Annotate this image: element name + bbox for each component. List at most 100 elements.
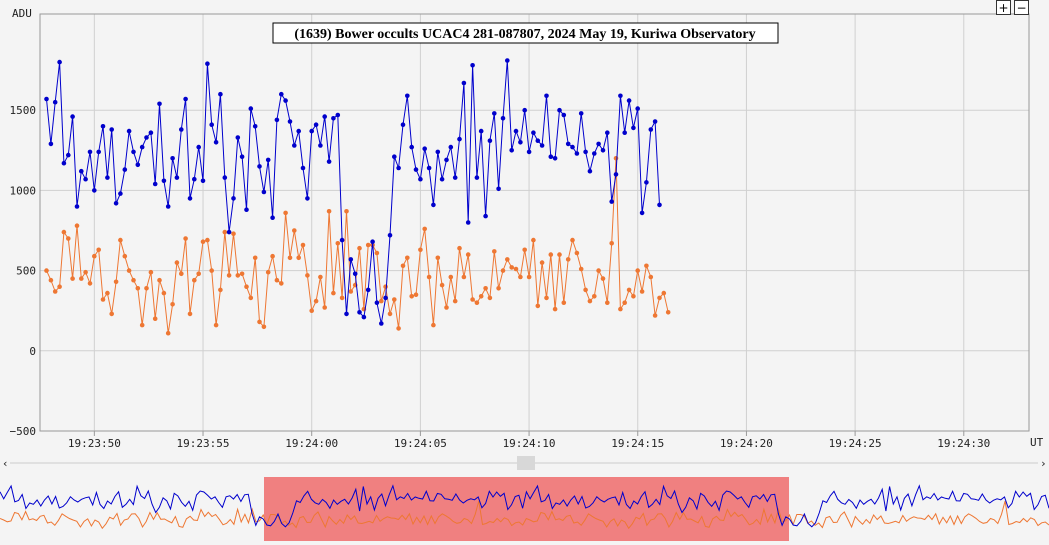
target-data-point	[539, 143, 545, 148]
comparison-data-point	[179, 271, 184, 277]
zoom-out-button[interactable]: −	[1014, 0, 1029, 15]
comparison-data-point	[92, 253, 97, 259]
comparison-data-point	[461, 274, 467, 280]
range-navigator[interactable]	[0, 477, 1049, 541]
target-data-point	[118, 191, 123, 196]
target-data-point	[183, 96, 188, 102]
comparison-data-point	[600, 276, 606, 281]
x-tick-label: 19:24:20	[720, 437, 773, 450]
target-data-point	[318, 143, 323, 148]
comparison-data-point	[500, 268, 506, 273]
comparison-data-point	[409, 294, 415, 299]
target-data-point	[148, 130, 154, 135]
target-data-point	[279, 91, 284, 97]
target-data-point	[487, 138, 493, 143]
axis-labels: −500 0 500 1000 1500 19:23:50 19:23:55 19:24:00…	[10, 104, 991, 450]
comparison-data-point	[105, 290, 110, 296]
target-data-point	[518, 140, 523, 145]
comparison-data-point	[518, 274, 523, 280]
target-data-point	[418, 176, 423, 182]
navigator-selection-window[interactable]	[264, 477, 789, 541]
target-data-point	[513, 128, 519, 134]
comparison-data-point	[439, 282, 445, 288]
target-data-point	[578, 111, 584, 116]
comparison-data-point	[300, 242, 306, 248]
comparison-data-point	[213, 322, 219, 328]
target-data-point	[535, 138, 541, 143]
target-data-point	[435, 149, 441, 155]
comparison-data-point	[239, 271, 245, 277]
chart-title-box: (1639) Bower occults UCAC4 281-087807, 2…	[272, 22, 779, 44]
target-data-point	[344, 311, 349, 317]
comparison-data-point	[326, 209, 332, 214]
target-data-point	[83, 176, 88, 182]
comparison-data-point	[613, 156, 619, 161]
x-tick-label: 19:24:00	[285, 437, 338, 450]
comparison-data-point	[383, 284, 388, 290]
comparison-data-point	[492, 249, 497, 254]
comparison-data-point	[122, 253, 128, 259]
target-data-point	[222, 175, 228, 180]
target-data-point	[274, 117, 280, 123]
target-data-point	[174, 175, 180, 180]
x-tick-label: 19:23:50	[68, 437, 121, 450]
target-data-point	[531, 130, 536, 135]
comparison-data-point	[496, 286, 501, 291]
comparison-data-point	[118, 237, 123, 243]
target-data-point	[626, 98, 632, 103]
grid-lines	[40, 14, 1029, 436]
target-data-point	[374, 300, 380, 306]
target-data-point	[605, 130, 610, 135]
target-data-point	[396, 165, 401, 171]
comparison-data-point	[192, 277, 197, 283]
comparison-data-point	[609, 241, 614, 246]
target-data-point	[305, 196, 310, 201]
target-data-point	[352, 271, 358, 277]
target-data-point	[631, 125, 636, 131]
target-data-point	[257, 164, 262, 169]
comparison-data-point	[309, 308, 315, 314]
comparison-data-point	[570, 237, 575, 243]
target-data-point	[570, 144, 575, 150]
comparison-data-point	[583, 287, 588, 293]
zoom-in-button[interactable]: +	[996, 0, 1011, 15]
target-data-point	[548, 154, 554, 159]
target-data-point	[248, 106, 254, 111]
comparison-data-point	[535, 303, 541, 309]
comparison-data-point	[200, 239, 206, 244]
target-data-point	[170, 156, 175, 161]
comparison-data-point	[457, 245, 462, 251]
comparison-data-point	[531, 237, 536, 243]
scrollbar-thumb[interactable]	[517, 456, 535, 470]
comparison-data-point	[344, 209, 349, 214]
y-tick-label: 0	[29, 345, 36, 358]
scroll-right-arrow[interactable]: ›	[1040, 457, 1047, 470]
target-data-point	[339, 237, 345, 243]
comparison-data-point	[561, 300, 567, 306]
plot-frame	[39, 13, 1030, 432]
target-data-point	[465, 220, 471, 225]
comparison-data-point	[292, 228, 297, 233]
target-data-point	[648, 127, 654, 132]
target-data-point	[370, 239, 375, 244]
target-data-point	[357, 310, 362, 315]
comparison-data-point	[413, 292, 419, 298]
target-data-point	[596, 141, 601, 147]
target-data-point	[618, 93, 623, 99]
target-data-point	[70, 114, 75, 119]
scroll-left-arrow[interactable]: ‹	[2, 457, 9, 470]
comparison-data-point	[513, 266, 519, 272]
comparison-data-point	[552, 306, 558, 312]
comparison-data-point	[392, 297, 397, 302]
comparison-data-point	[578, 266, 584, 272]
comparison-data-point	[522, 247, 527, 253]
comparison-data-point	[283, 210, 288, 216]
target-data-point	[478, 128, 484, 134]
comparison-data-point	[431, 322, 436, 328]
target-data-point	[365, 287, 371, 293]
time-scrollbar[interactable]: ‹ ›	[2, 456, 1047, 470]
target-data-point	[574, 151, 580, 156]
comparison-data-point	[487, 295, 493, 301]
comparison-data-point	[165, 330, 171, 336]
